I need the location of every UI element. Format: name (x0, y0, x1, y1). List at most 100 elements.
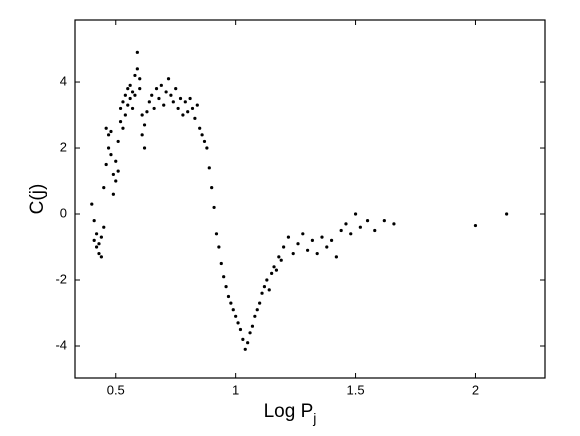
point (116, 139, 120, 144)
point (142, 123, 147, 127)
point (310, 238, 314, 243)
point (358, 225, 362, 229)
point (241, 337, 245, 341)
point (162, 103, 166, 107)
y-tick-label: -4 (55, 337, 67, 352)
point (306, 248, 310, 252)
point (99, 255, 103, 259)
x-tick-label: 2 (472, 382, 479, 397)
point (214, 232, 219, 236)
point (150, 93, 154, 97)
point (329, 238, 334, 243)
point (130, 90, 135, 94)
point (147, 100, 151, 104)
point (229, 301, 233, 305)
point (205, 146, 209, 150)
point (325, 245, 329, 249)
point (166, 77, 171, 81)
point (505, 212, 509, 216)
point (200, 133, 204, 137)
x-tick-label: 1.5 (347, 382, 365, 397)
point (133, 93, 137, 97)
point (255, 308, 259, 312)
point (344, 222, 348, 226)
point (152, 106, 156, 111)
point (138, 87, 142, 91)
point (104, 126, 108, 130)
x-axis-label: Log Pj (264, 401, 317, 426)
point (97, 252, 101, 256)
point (174, 87, 178, 91)
point (262, 285, 267, 289)
point (365, 219, 370, 223)
point (243, 347, 247, 351)
point (121, 100, 125, 104)
point (92, 238, 96, 243)
point (183, 100, 187, 104)
point (109, 129, 113, 134)
point (382, 219, 386, 223)
point (236, 321, 240, 325)
point (195, 103, 199, 107)
point (99, 235, 103, 239)
point (123, 113, 127, 117)
point (118, 106, 123, 111)
point (121, 126, 125, 130)
plot-frame (74, 19, 546, 379)
y-axis-label: C(j) (27, 184, 48, 215)
point (126, 103, 130, 107)
point (90, 202, 94, 206)
point (224, 285, 228, 289)
point (212, 205, 216, 210)
point (231, 308, 235, 312)
point (116, 169, 120, 173)
point (171, 100, 175, 104)
point (291, 252, 295, 256)
y-tick-label: -2 (55, 271, 67, 286)
point (301, 232, 305, 236)
point (202, 139, 207, 144)
point (135, 67, 139, 71)
point (296, 242, 300, 246)
point (109, 153, 113, 157)
point (260, 291, 264, 295)
point (473, 223, 478, 228)
point (353, 212, 358, 216)
point (373, 228, 377, 233)
point (126, 87, 130, 91)
point (253, 314, 257, 318)
point (140, 133, 144, 137)
point (138, 77, 142, 81)
point (246, 341, 250, 345)
point (133, 73, 137, 78)
point (270, 271, 274, 276)
x-label-main: Log P (264, 401, 314, 422)
point (186, 110, 190, 114)
point (282, 245, 286, 249)
point (190, 106, 195, 111)
point (159, 83, 163, 87)
point (238, 327, 243, 332)
point (207, 166, 211, 170)
y-tick-label: 4 (60, 73, 67, 88)
point (92, 219, 96, 223)
x-label-sub: j (312, 410, 316, 426)
point (217, 245, 221, 249)
point (94, 232, 99, 236)
point (114, 179, 118, 183)
point (164, 90, 168, 94)
y-tick-label: 2 (60, 139, 67, 154)
point (219, 261, 223, 266)
point (128, 83, 132, 87)
point (272, 265, 276, 269)
point (210, 186, 214, 190)
point (97, 242, 101, 246)
point (106, 133, 111, 137)
point (106, 146, 111, 150)
point (279, 258, 283, 262)
point (274, 268, 279, 272)
point (102, 225, 106, 229)
point (111, 192, 115, 196)
point (258, 301, 262, 305)
point (154, 87, 159, 91)
